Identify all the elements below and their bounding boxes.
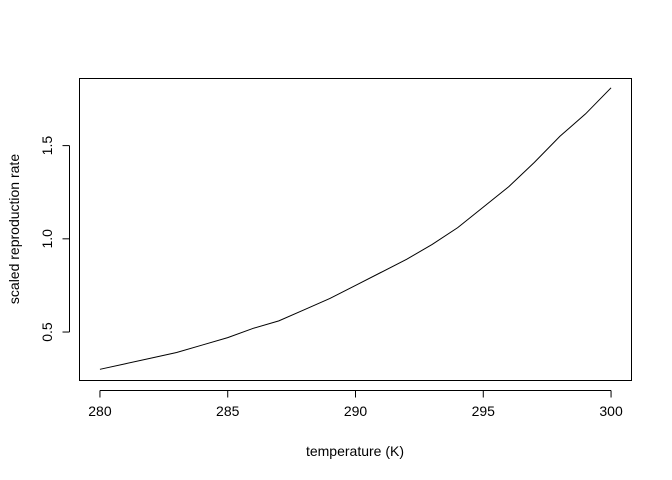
x-tick-label: 285: [216, 403, 240, 419]
plot-area-frame: [79, 78, 632, 381]
x-axis: 280 285 290 295 300: [88, 390, 623, 419]
x-tick-label: 280: [88, 403, 112, 419]
y-tick-label: 1.0: [39, 229, 55, 249]
x-tick-label: 295: [472, 403, 496, 419]
series-line-0: [99, 87, 612, 370]
series-layer: [99, 87, 612, 370]
x-tick-label: 300: [599, 403, 623, 419]
x-tick-label: 290: [344, 403, 368, 419]
x-axis-title: temperature (K): [306, 443, 404, 459]
y-tick-label: 0.5: [39, 322, 55, 342]
y-axis: 0.5 1.0 1.5: [39, 136, 70, 342]
y-tick-label: 1.5: [39, 136, 55, 156]
y-axis-title: scaled reproduction rate: [6, 154, 22, 304]
